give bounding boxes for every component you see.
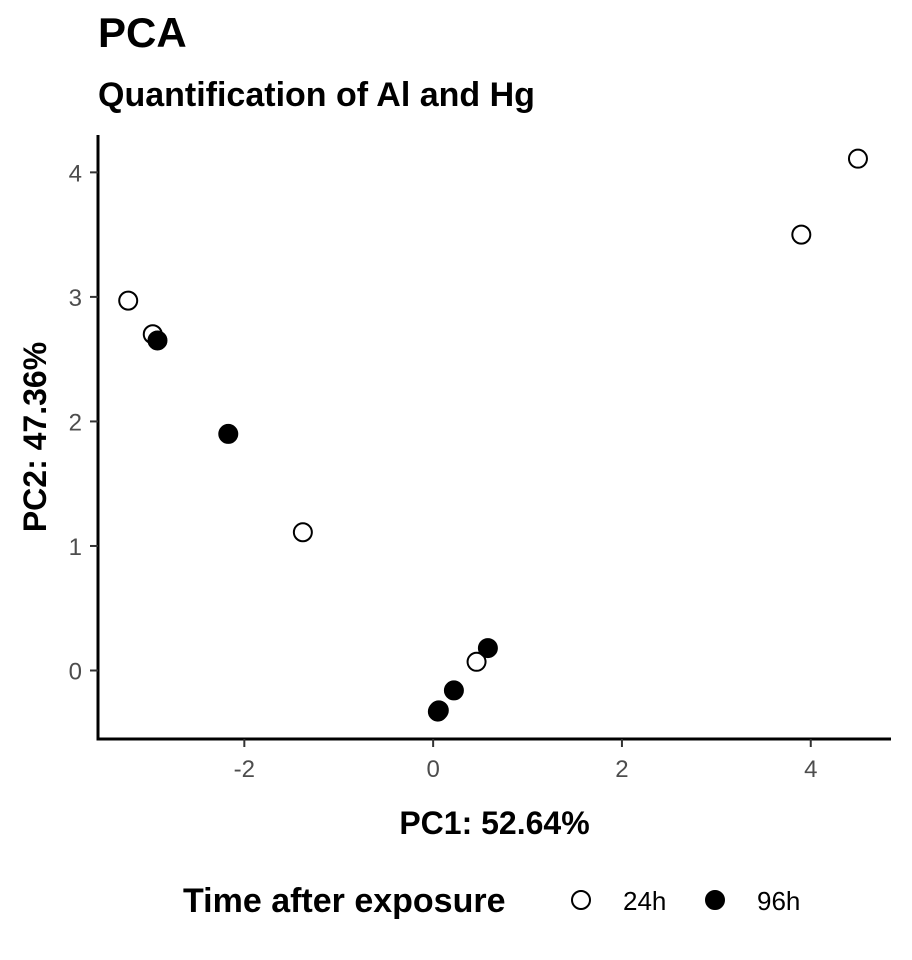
legend-items: 24h 96h xyxy=(571,886,800,916)
data-point-24h xyxy=(791,224,812,245)
data-point-24h xyxy=(847,148,868,169)
data-point-96h xyxy=(428,700,449,721)
axes-layer xyxy=(96,135,891,741)
data-point-96h xyxy=(443,680,464,701)
legend-key-24h xyxy=(571,890,591,910)
x-tick-label: 4 xyxy=(804,756,817,783)
chart-subtitle: Quantification of Al and Hg xyxy=(98,76,535,114)
data-point-24h xyxy=(118,290,139,311)
data-point-24h xyxy=(292,522,313,543)
y-tick-label: 2 xyxy=(69,409,82,436)
legend-key-96h xyxy=(705,890,725,910)
legend-title: Time after exposure xyxy=(183,882,506,920)
y-axis-title: PC2: 47.36% xyxy=(17,342,53,532)
points-layer xyxy=(118,148,868,722)
data-point-24h xyxy=(466,651,487,672)
x-tick-label: 2 xyxy=(615,756,628,783)
y-tick-label: 4 xyxy=(69,160,82,187)
legend-label-96h: 96h xyxy=(757,886,800,916)
data-point-96h xyxy=(477,638,498,659)
y-tick-label: 0 xyxy=(69,659,82,686)
y-tick-label: 1 xyxy=(69,534,82,561)
x-tick-label: 0 xyxy=(426,756,439,783)
x-axis-title: PC1: 52.64% xyxy=(399,805,589,841)
ticks-layer: -2 0 2 4 0 1 2 3 4 xyxy=(69,160,818,783)
x-tick-label: -2 xyxy=(234,756,255,783)
data-point-96h xyxy=(147,330,168,351)
y-tick-label: 3 xyxy=(69,285,82,312)
legend-label-24h: 24h xyxy=(623,886,666,916)
data-point-96h xyxy=(218,423,239,444)
chart-title: PCA xyxy=(98,9,187,56)
legend: Time after exposure 24h 96h xyxy=(183,882,800,920)
